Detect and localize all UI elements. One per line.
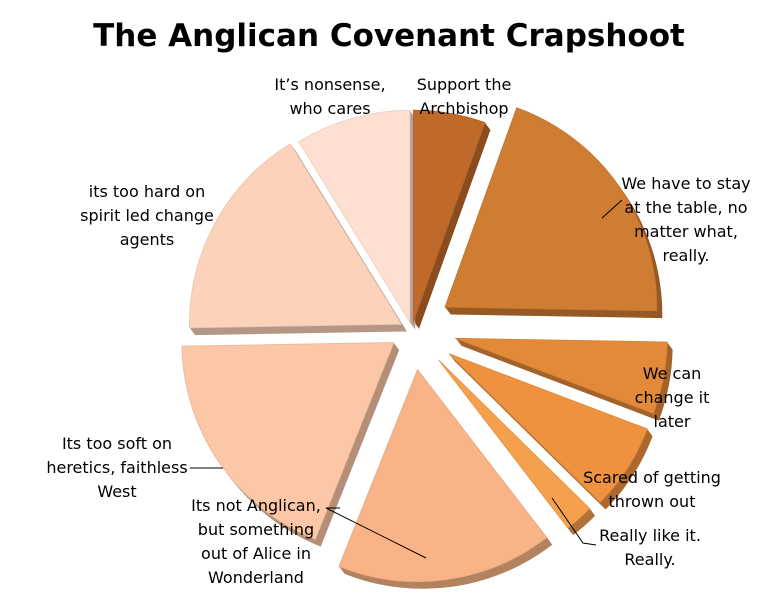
leader-line [601,199,623,219]
slice-label-line: but something [197,520,315,539]
slice-label-line: Its too soft on [61,434,173,453]
pie-slice-support-the-archbishop [412,109,486,323]
slice-label-we-have-to-stay-at-the-table-no-: We have to stay at the table, no matter wh… [621,172,750,268]
slice-label-line: spirit led change [80,206,214,225]
pie-slice-its-too-soft-on-heretics-faithle [181,342,395,540]
slice-label-line: We have to stay [621,174,751,193]
slice-label-line: Archbishop [419,99,509,118]
slice-label-line: agents [119,230,175,249]
slice-label-line: out of Alice in [201,544,311,563]
slice-label-it-s-nonsense-who-cares: It’s nonsense, who cares [274,73,385,121]
slice-label-line: Really. [624,550,676,569]
slice-label-line: at the table, no [624,198,748,217]
slice-label-line: Wonderland [208,568,304,587]
leader-line [551,497,597,546]
slice-label-line: We can [642,364,702,383]
pie-slice-we-have-to-stay-at-the-table-no- [444,107,658,312]
slice-label-its-too-hard-on-spirit-led-chang: its too hard on spirit led change agents [80,180,214,252]
slice-label-scared-of-getting-thrown-out: Scared of getting thrown out [583,466,721,514]
slice-label-line: who cares [289,99,371,118]
slice-label-line: It’s nonsense, [274,75,386,94]
pie-slice-scared-of-getting-thrown-out [448,353,648,503]
slice-label-line: Really like it. [599,526,701,545]
pie-slice-it-s-nonsense-who-cares [298,109,411,324]
slice-label-line: its too hard on [88,182,206,201]
slice-label-line: Support the [416,75,512,94]
slice-label-line: Scared of getting [583,468,721,487]
slice-label-really-like-it-really: Really like it. Really. [599,524,701,572]
chart-title: The Anglican Covenant Crapshoot [93,18,685,54]
leader-line [325,507,427,559]
slice-label-we-can-change-it-later: We can change it later [635,362,710,434]
slice-label-line: change it [634,388,710,407]
slice-label-line: matter what, [634,222,738,241]
slice-label-its-not-anglican-but-something-o: Its not Anglican, but something out of Ali… [191,494,321,590]
pie-slice-its-too-hard-on-spirit-led-chang [189,143,403,329]
slice-label-line: later [653,412,691,431]
slice-label-line: heretics, faithless [46,458,188,477]
slice-label-line: thrown out [608,492,696,511]
slice-label-its-too-soft-on-heretics-faithle: Its too soft on heretics, faithless West [46,432,187,504]
pie-slice-its-not-anglican-but-something-o [338,368,548,583]
slice-label-support-the-archbishop: Support the Archbishop [417,73,512,121]
slice-label-line: West [97,482,137,501]
pie-slice-really-like-it-really [438,359,591,529]
slice-label-line: Its not Anglican, [191,496,321,515]
slice-label-line: really. [662,246,710,265]
pie-slice-we-can-change-it-later [455,337,668,415]
